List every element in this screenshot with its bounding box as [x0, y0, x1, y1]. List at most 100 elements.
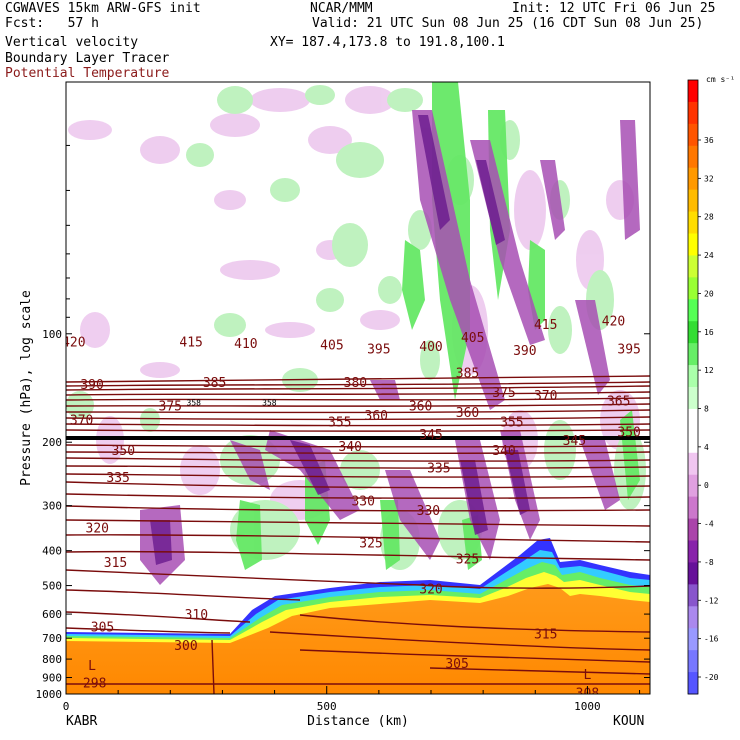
theta-label: 370	[534, 389, 557, 404]
colorbar-swatch	[688, 101, 698, 125]
x-axis-label: Distance (km)	[307, 714, 409, 729]
field-potential-temperature: Potential Temperature	[5, 66, 170, 81]
left-endpoint-label: KABR	[66, 714, 97, 729]
theta-label: 355	[500, 415, 523, 430]
theta-label: 385	[203, 376, 226, 391]
colorbar-tick-label: 0	[704, 481, 709, 490]
theta-label: 325	[359, 537, 382, 552]
colorbar-units: cm s⁻¹	[706, 75, 735, 84]
colorbar-swatch	[688, 540, 698, 563]
colorbar-tick-label: -12	[704, 596, 719, 605]
colorbar-tick-label: 12	[704, 366, 714, 375]
theta-label: 395	[367, 343, 390, 358]
y-axis: 100 200 300 400 500 600 700 800 900 1000	[36, 81, 650, 701]
colorbar-tick-label: -16	[704, 635, 719, 644]
y-tick-label: 600	[42, 608, 62, 621]
theta-label: 310	[185, 608, 208, 623]
valid-time: Valid: 21 UTC Sun 08 Jun 25 (16 CDT Sun …	[312, 16, 704, 31]
colorbar-tick-label: -8	[704, 558, 714, 567]
colorbar-tick-label: 16	[704, 328, 714, 337]
colorbar-tick-label: 24	[704, 251, 714, 260]
theta-label: 335	[106, 471, 129, 486]
theta-label: 385	[456, 366, 479, 381]
tropopause-label: 358	[262, 398, 277, 407]
y-tick-label: 200	[42, 436, 62, 449]
theta-label: 350	[617, 426, 640, 441]
colorbar-swatch	[688, 650, 698, 673]
colorbar-tick-label: 32	[704, 174, 714, 183]
field-vertical-velocity: Vertical velocity	[5, 35, 139, 50]
colorbar-swatch	[688, 606, 698, 629]
colorbar-swatch	[688, 343, 698, 366]
theta-label: 370	[70, 414, 93, 429]
y-tick-label: 100	[42, 328, 62, 341]
colorbar-tick-label: 8	[704, 405, 709, 414]
potential-temperature-contours	[66, 375, 650, 694]
colorbar: 36 32 28 24 20 16 12 8 4 0 -4 -8 -12 -16 -20	[687, 79, 719, 695]
theta-label: 315	[534, 628, 557, 643]
forecast-hour: Fcst: 57 h	[5, 16, 99, 31]
y-tick-label: 1000	[36, 688, 63, 701]
y-tick-label: 400	[42, 545, 62, 558]
colorbar-swatch	[688, 255, 698, 278]
theta-label: 405	[320, 338, 343, 353]
colorbar-tick-label: 4	[704, 443, 709, 452]
colorbar-frame	[687, 79, 699, 695]
theta-label: 320	[86, 522, 109, 537]
theta-label: 355	[328, 415, 351, 430]
theta-label: 390	[80, 378, 103, 393]
theta-label: 410	[234, 337, 257, 352]
theta-label: 365	[607, 394, 630, 409]
center-label: NCAR/MMM	[310, 1, 373, 16]
theta-label: 335	[427, 461, 450, 476]
theta-label: 345	[563, 434, 586, 449]
colorbar-swatch	[688, 387, 698, 410]
y-tick-label: 800	[42, 653, 62, 666]
theta-label: 360	[409, 399, 432, 414]
x-tick-label: 0	[63, 700, 70, 713]
colorbar-swatch	[688, 518, 698, 541]
theta-label: 420	[62, 335, 85, 350]
colorbar-swatch	[688, 672, 698, 695]
theta-label: 350	[112, 444, 135, 459]
theta-label: 400	[419, 340, 442, 355]
colorbar-swatch	[688, 211, 698, 234]
theta-label: 415	[179, 335, 202, 350]
theta-label: 375	[159, 399, 182, 414]
colorbar-swatch	[688, 80, 698, 103]
theta-label: 330	[351, 494, 374, 509]
low-marker: L	[584, 668, 592, 683]
theta-label: 340	[492, 444, 515, 459]
colorbar-swatch	[688, 145, 698, 169]
colorbar-swatch	[688, 430, 698, 454]
y-tick-label: 900	[42, 672, 62, 685]
xy-coordinates: XY= 187.4,173.8 to 191.8,100.1	[270, 35, 505, 50]
colorbar-swatch	[688, 189, 698, 213]
theta-label: 415	[534, 318, 557, 333]
colorbar-swatch	[688, 233, 698, 256]
theta-label: 330	[417, 504, 440, 519]
boundary-layer-tracer-orange	[66, 584, 650, 694]
colorbar-tick-label: -4	[704, 520, 714, 529]
colorbar-swatch	[688, 365, 698, 388]
theta-label: 305	[445, 657, 468, 672]
model-title: CGWAVES 15km ARW-GFS init	[5, 1, 201, 16]
theta-label: 345	[419, 428, 442, 443]
tropopause-label: 358	[187, 398, 202, 407]
y-tick-label: 500	[42, 580, 62, 593]
colorbar-tick-label: 28	[704, 213, 714, 222]
theta-label: 360	[365, 409, 388, 424]
colorbar-tick-label: 36	[704, 136, 714, 145]
right-endpoint-label: KOUN	[613, 714, 644, 729]
init-time: Init: 12 UTC Fri 06 Jun 25	[512, 1, 716, 16]
colorbar-swatch	[688, 628, 698, 651]
colorbar-swatch	[688, 408, 698, 432]
theta-label: 390	[513, 344, 536, 359]
theta-label: 395	[617, 343, 640, 358]
theta-label: 360	[456, 406, 479, 421]
colorbar-swatch	[688, 496, 698, 520]
colorbar-swatch	[688, 584, 698, 607]
theta-label: 340	[338, 440, 361, 455]
theta-label: 380	[344, 376, 367, 391]
theta-label: 420	[602, 315, 625, 330]
